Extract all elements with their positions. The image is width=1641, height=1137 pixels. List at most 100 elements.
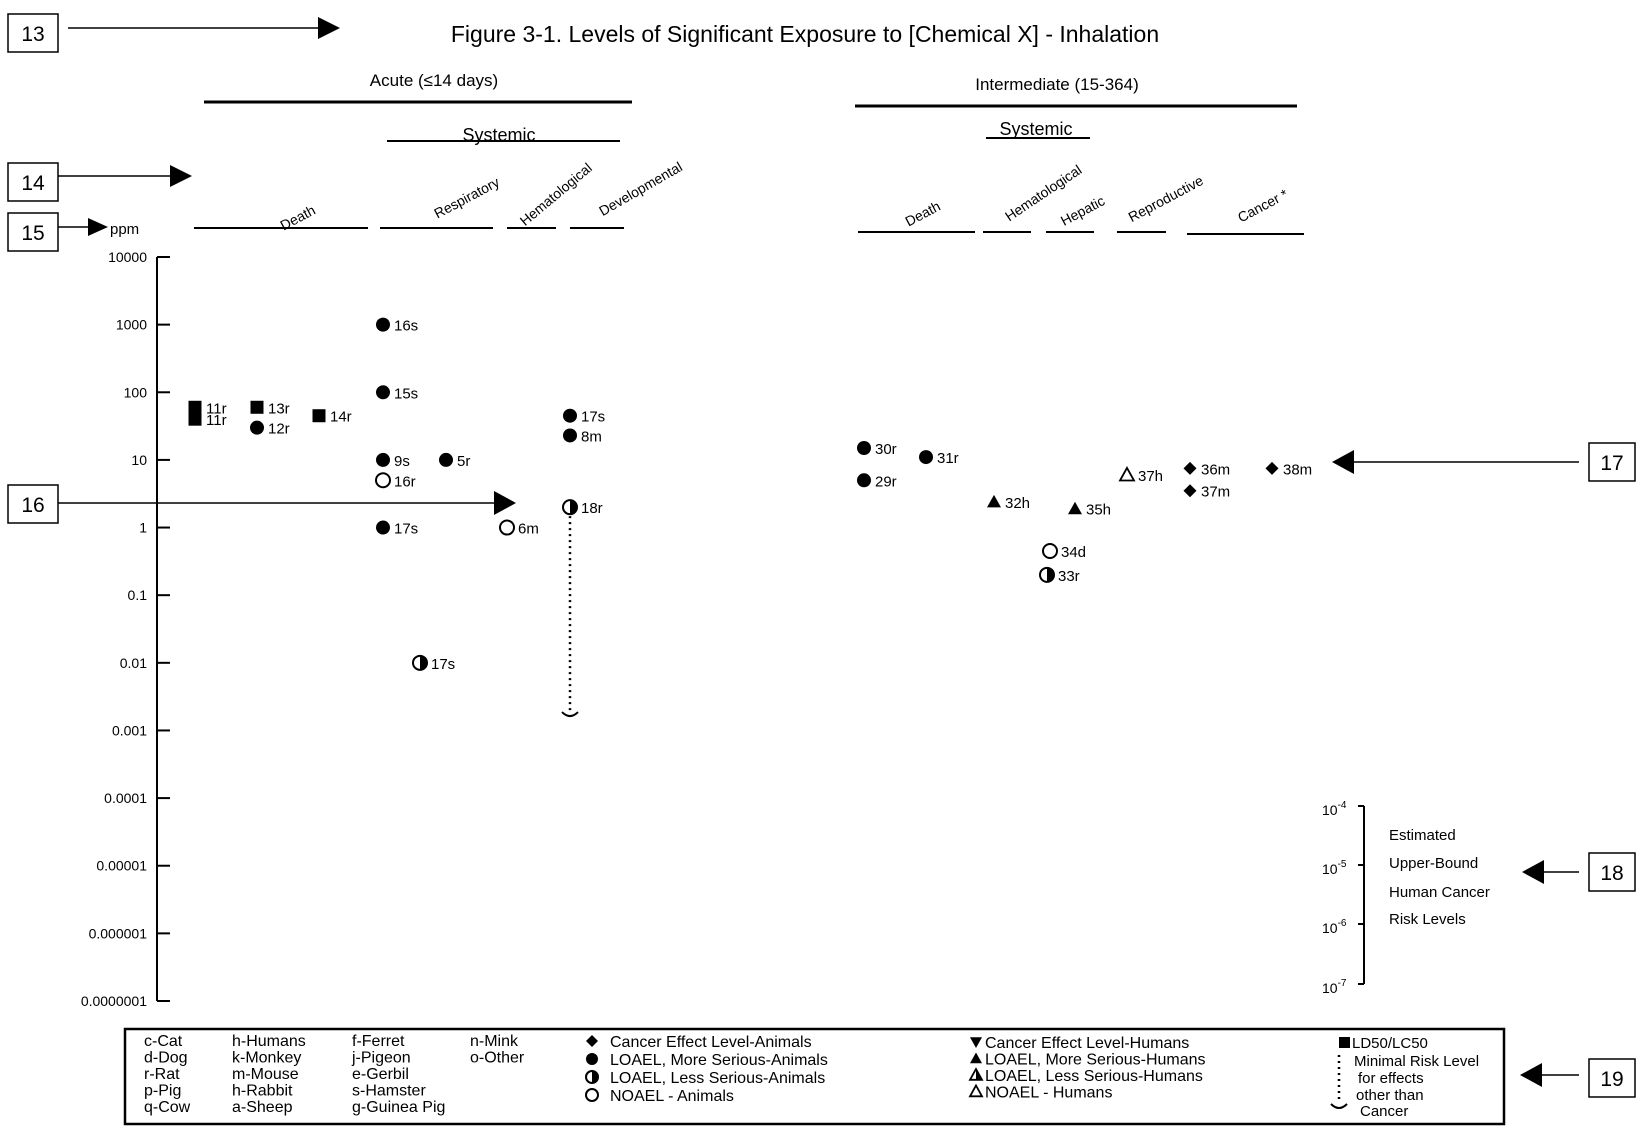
y-tick-label: 0.01 bbox=[120, 655, 147, 671]
y-tick-label: 1000 bbox=[116, 317, 147, 333]
data-point: 6m bbox=[499, 519, 539, 538]
legend-species-item: f-Ferret bbox=[352, 1033, 405, 1050]
triangle-open-icon bbox=[968, 1083, 984, 1098]
callout-number: 16 bbox=[21, 494, 44, 517]
callout-arrowhead bbox=[1332, 450, 1354, 474]
data-point: 37h bbox=[1118, 466, 1163, 485]
legend-text: NOAEL - Animals bbox=[610, 1088, 734, 1105]
duration-label-intermediate: Intermediate (15-364) bbox=[975, 75, 1138, 94]
circle-filled-icon bbox=[250, 420, 264, 435]
data-point-label: 31r bbox=[937, 450, 959, 467]
callout-arrowhead bbox=[88, 218, 108, 236]
diamond-icon bbox=[1183, 484, 1197, 498]
data-point: 15s bbox=[376, 385, 418, 402]
legend-species-item: j-Pigeon bbox=[351, 1050, 411, 1067]
legend-entry: LOAEL, Less Serious-Humans bbox=[968, 1067, 1203, 1085]
data-point: 5r bbox=[439, 452, 470, 470]
circle-filled-icon bbox=[376, 520, 390, 535]
risk-text: Upper-Bound bbox=[1389, 855, 1478, 872]
y-tick-label: 0.1 bbox=[128, 587, 148, 603]
risk-text: Estimated bbox=[1389, 827, 1456, 844]
callout-number: 13 bbox=[21, 23, 44, 46]
circle-half-icon bbox=[585, 1070, 599, 1084]
data-point-label: 15s bbox=[394, 385, 418, 402]
callout-14: 14 bbox=[7, 162, 192, 202]
callout-arrowhead bbox=[1520, 1063, 1542, 1087]
legend-text: LOAEL, More Serious-Animals bbox=[610, 1052, 828, 1069]
callout-box bbox=[7, 484, 59, 524]
data-point: 33r bbox=[1039, 566, 1080, 585]
data-point-label: 12r bbox=[268, 421, 290, 438]
legend-species-item: g-Guinea Pig bbox=[352, 1099, 445, 1116]
category-header-hematological-acute: Hematological bbox=[507, 160, 595, 229]
callout-16: 16 bbox=[7, 484, 516, 524]
ld50-square-icon bbox=[1339, 1037, 1350, 1048]
risk-tick-label: 10-7 bbox=[1322, 978, 1347, 996]
diamond-icon bbox=[586, 1035, 598, 1047]
category-header-respiratory: Respiratory bbox=[380, 174, 502, 229]
circle-filled-icon bbox=[919, 450, 933, 465]
data-point: 16s bbox=[376, 317, 418, 335]
data-point-label: 36m bbox=[1201, 461, 1230, 478]
mrl-line bbox=[561, 516, 579, 718]
triangle-filled-icon bbox=[970, 1052, 982, 1064]
callout-number: 17 bbox=[1600, 452, 1623, 475]
data-point: 12r bbox=[250, 420, 290, 438]
data-point-label: 5r bbox=[457, 453, 470, 470]
legend-species-item: k-Monkey bbox=[232, 1050, 301, 1067]
data-point-label: 29r bbox=[875, 473, 897, 490]
circle-filled-icon bbox=[376, 385, 390, 400]
legend-species-item: h-Rabbit bbox=[232, 1083, 293, 1100]
legend-species-item: o-Other bbox=[470, 1050, 525, 1067]
data-point: 29r bbox=[857, 473, 897, 490]
y-tick-label: 0.00001 bbox=[96, 858, 147, 874]
circle-half-icon bbox=[562, 499, 578, 516]
data-point-label: 37m bbox=[1201, 484, 1230, 501]
data-point: 16r bbox=[375, 472, 416, 490]
duration-label-acute: Acute (≤14 days) bbox=[370, 71, 498, 90]
triangle-filled-icon bbox=[1068, 501, 1082, 515]
callout-number: 15 bbox=[21, 222, 44, 245]
legend-entry: LOAEL, More Serious-Animals bbox=[586, 1052, 828, 1069]
legend-ld50: LD50/LC50 bbox=[1339, 1035, 1428, 1052]
triangle-down-icon bbox=[970, 1037, 982, 1048]
y-tick-label: 10 bbox=[131, 452, 147, 468]
category-label: Hematological bbox=[517, 160, 595, 229]
category-label: Respiratory bbox=[431, 174, 502, 222]
circle-filled-icon bbox=[563, 408, 577, 423]
legend-species-item: h-Humans bbox=[232, 1033, 306, 1050]
legend-text: Cancer bbox=[1360, 1103, 1408, 1120]
data-point-label: 11r bbox=[206, 400, 227, 417]
circle-open-icon bbox=[375, 472, 391, 489]
circle-filled-icon bbox=[563, 428, 577, 443]
triangle-open-icon bbox=[1118, 466, 1136, 482]
legend-species-item: m-Mouse bbox=[232, 1066, 299, 1083]
circle-half-icon bbox=[1039, 566, 1055, 583]
data-point: 34d bbox=[1042, 543, 1086, 561]
legend-species-item: n-Mink bbox=[470, 1033, 519, 1050]
legend-entry: NOAEL - Humans bbox=[968, 1083, 1112, 1102]
callout-box bbox=[1588, 442, 1636, 482]
callout-18: 18 bbox=[1522, 852, 1636, 892]
data-point: 37m bbox=[1183, 484, 1230, 501]
data-point-label: 33r bbox=[1058, 568, 1080, 585]
diamond-icon bbox=[1265, 461, 1279, 475]
square-icon bbox=[312, 409, 326, 423]
category-header-reproductive: Reproductive bbox=[1117, 172, 1206, 233]
y-tick-label: 0.001 bbox=[112, 722, 147, 738]
data-point: 35h bbox=[1068, 501, 1111, 519]
data-point: 38m bbox=[1265, 461, 1312, 478]
y-axis-ticks: 10000 1000 100 10 1 0.1 0.01 0.001 0.0001 0.00001… bbox=[81, 249, 170, 1009]
data-point: 13r bbox=[250, 400, 290, 417]
callout-13: 13 bbox=[7, 13, 340, 53]
systemic-label-intermediate: Systemic bbox=[999, 119, 1072, 139]
circle-open-icon bbox=[585, 1088, 599, 1102]
y-tick-label: 10000 bbox=[108, 249, 147, 265]
data-point: 17s bbox=[563, 408, 605, 426]
risk-tick-label: 10-6 bbox=[1322, 918, 1347, 936]
category-label: Reproductive bbox=[1125, 172, 1206, 225]
